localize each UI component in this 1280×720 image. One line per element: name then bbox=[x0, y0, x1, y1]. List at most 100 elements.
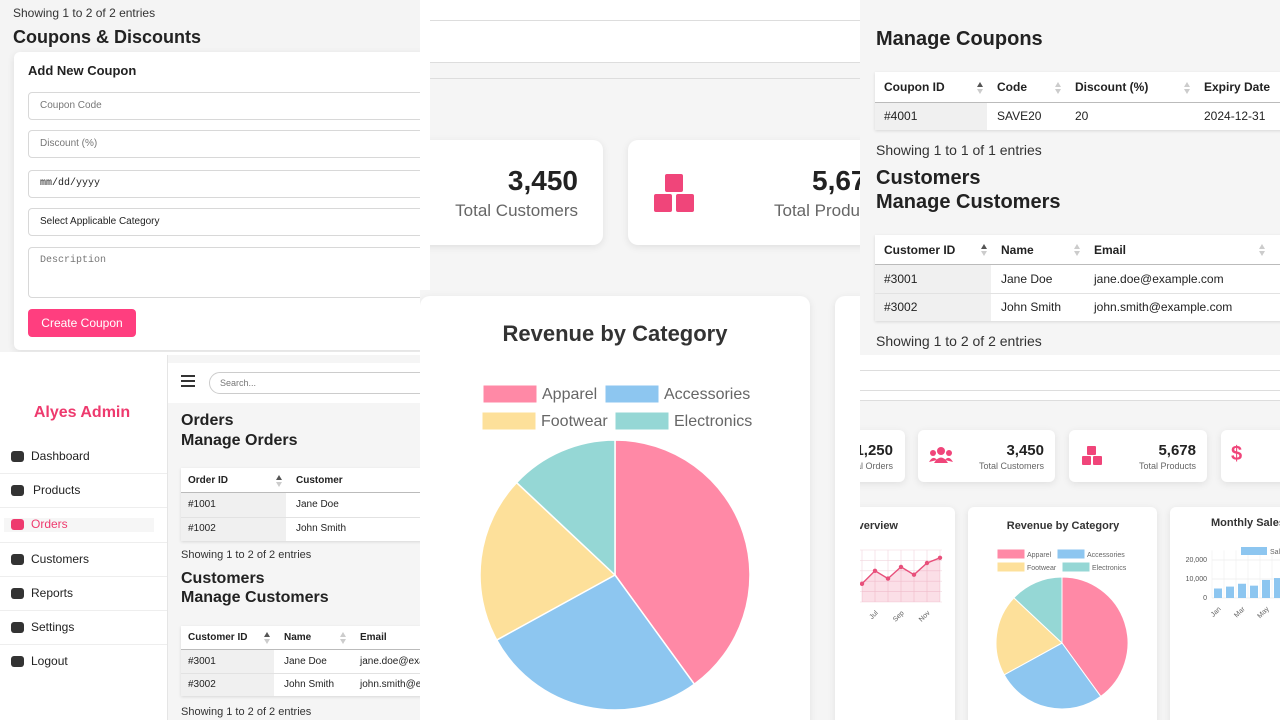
sidebar: Alyes Admin Dashboard Products Orders Custo… bbox=[0, 355, 168, 720]
table-cell: Jane Doe bbox=[284, 656, 327, 667]
menu-item[interactable]: Reports bbox=[31, 585, 74, 600]
menu-item[interactable]: Logout bbox=[31, 654, 68, 669]
line-point bbox=[872, 568, 878, 573]
legend-label: Apparel bbox=[1027, 552, 1052, 559]
legend-swatch bbox=[615, 412, 669, 430]
date-input[interactable]: mm/dd/yyyy bbox=[28, 170, 420, 198]
category-select[interactable]: Select Applicable Category bbox=[28, 208, 420, 236]
sort-arrow bbox=[1184, 88, 1190, 94]
table-cell: #3002 bbox=[188, 679, 216, 690]
sort-arrow bbox=[1074, 251, 1080, 256]
chart-card: Revenue by Category Apparel Accessories Fo… bbox=[420, 296, 810, 720]
sort-arrow bbox=[1074, 244, 1080, 249]
column-header[interactable]: Email bbox=[360, 632, 387, 643]
dollar-icon: $ bbox=[1231, 443, 1243, 465]
legend-swatch bbox=[482, 412, 536, 430]
table-cell: #3001 bbox=[884, 272, 918, 286]
products-icon bbox=[654, 174, 694, 212]
column-header[interactable]: Customer ID bbox=[188, 632, 248, 643]
coupon-code-input[interactable]: Coupon Code bbox=[28, 92, 420, 120]
column-header[interactable]: Code bbox=[997, 80, 1027, 94]
top-bar bbox=[860, 355, 1280, 401]
entries-info: Showing 1 to 2 of 2 entries bbox=[13, 6, 156, 20]
section-title: Orders bbox=[181, 412, 234, 429]
bar-chart: Monthly Sales 0 10,000 20,000 Jan Mar May Sale… bbox=[1186, 517, 1280, 620]
row-border bbox=[181, 517, 420, 518]
sort-arrow bbox=[981, 244, 987, 249]
column-header[interactable]: Email bbox=[1094, 243, 1127, 257]
table-cell: John Smith bbox=[1001, 300, 1062, 314]
sort-arrow bbox=[340, 632, 346, 637]
top-bar: Search... bbox=[168, 363, 420, 403]
sort-arrow bbox=[1055, 81, 1061, 87]
bar bbox=[1262, 579, 1270, 598]
chart-title: Sales Overview bbox=[860, 520, 898, 532]
menu-divider bbox=[0, 473, 167, 475]
stat-label: Total Customers bbox=[455, 201, 578, 220]
menu-icon bbox=[11, 622, 24, 633]
stat-value: 1,250 bbox=[860, 442, 893, 459]
stat-card: 3,450 Total Customers bbox=[918, 430, 1055, 482]
column-header[interactable]: Expiry Date bbox=[1204, 80, 1271, 94]
table-header-border bbox=[181, 649, 420, 650]
search-input[interactable]: Search... bbox=[209, 372, 420, 394]
column-header[interactable]: Order ID bbox=[188, 475, 229, 486]
bar bbox=[1226, 586, 1234, 598]
pie-chart: Revenue by Category Apparel Accessories Fo… bbox=[479, 321, 752, 711]
pie-slice bbox=[495, 574, 696, 711]
menu-item[interactable]: Customers bbox=[31, 551, 90, 566]
column-header[interactable]: Customer ID bbox=[884, 243, 956, 257]
menu-item[interactable]: Products bbox=[33, 483, 81, 498]
table-cell: #3002 bbox=[884, 300, 918, 314]
legend-label: Footwear bbox=[541, 413, 608, 430]
entries-info: Showing 1 to 2 of 2 entries bbox=[181, 706, 312, 718]
data-table: Customer ID Name Email #3001 Jane Doe jane.do… bbox=[875, 235, 1280, 321]
menu-icon[interactable] bbox=[181, 375, 197, 389]
column-header[interactable]: Customer bbox=[296, 475, 343, 486]
create-coupon-button[interactable]: Create Coupon bbox=[28, 309, 136, 337]
sort-arrow bbox=[981, 251, 987, 256]
line-point bbox=[885, 576, 891, 581]
menu-item[interactable]: Settings bbox=[31, 620, 75, 634]
table-cell: #1002 bbox=[188, 523, 216, 534]
stat-value: 3,450 bbox=[507, 165, 578, 196]
column-header[interactable]: Name bbox=[284, 632, 312, 643]
menu-item[interactable]: Dashboard bbox=[31, 449, 90, 463]
legend-swatch bbox=[1062, 562, 1090, 572]
menu-icon bbox=[11, 485, 24, 497]
legend-label: Sales bbox=[1270, 549, 1280, 556]
legend-label: Apparel bbox=[542, 386, 597, 403]
table-cell: jane.doe@example.com bbox=[1094, 272, 1224, 286]
section-subtitle: Manage Customers bbox=[181, 589, 329, 606]
table-cell: #1001 bbox=[188, 499, 216, 510]
menu-item[interactable]: Orders bbox=[31, 517, 68, 532]
row-border bbox=[181, 673, 420, 674]
line-point bbox=[924, 560, 930, 566]
description-input[interactable]: Description bbox=[28, 247, 420, 298]
column-header[interactable]: Coupon ID bbox=[884, 80, 945, 94]
column-header[interactable]: Discount (%) bbox=[1075, 80, 1149, 94]
legend-swatch bbox=[997, 562, 1025, 572]
orders-panel: Alyes Admin Dashboard Products Orders Custo… bbox=[0, 355, 420, 720]
menu-icon bbox=[11, 656, 24, 668]
bar bbox=[1214, 588, 1222, 598]
sorted-cell-bg bbox=[181, 517, 286, 541]
stat-value: 3,450 bbox=[1006, 442, 1044, 459]
section-title: Manage Coupons bbox=[876, 28, 1043, 50]
bar bbox=[1250, 585, 1258, 598]
chart-card: Sales Overview Jul Sep Nov bbox=[860, 507, 955, 720]
menu-icon bbox=[11, 587, 24, 599]
brand: Alyes Admin bbox=[33, 404, 131, 421]
column-header[interactable]: Name bbox=[1001, 243, 1034, 257]
coupon-form: Add New Coupon Coupon Code Discount (%) … bbox=[14, 52, 420, 350]
section-subtitle: Manage Orders bbox=[181, 432, 298, 449]
legend-label: Electronics bbox=[674, 413, 752, 430]
bar bbox=[1238, 583, 1246, 598]
row-border bbox=[875, 293, 1280, 294]
discount-input[interactable]: Discount (%) bbox=[28, 130, 420, 158]
table-cell: 2024-12-31 bbox=[1204, 109, 1266, 123]
stat-value: 5,678 bbox=[1158, 442, 1196, 459]
sort-arrow bbox=[276, 474, 282, 480]
chart-card bbox=[835, 296, 860, 720]
x-tick-label: May bbox=[1256, 605, 1271, 620]
